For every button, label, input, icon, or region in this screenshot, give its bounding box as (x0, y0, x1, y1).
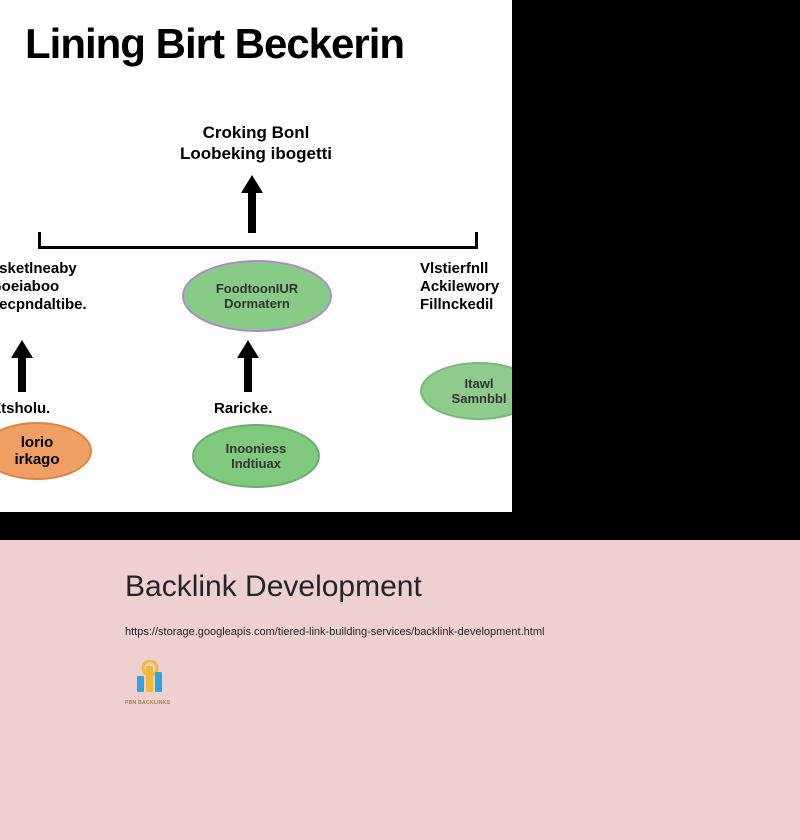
page-title: Backlink Development (125, 570, 675, 604)
page-url: https://storage.googleapis.com/tiered-li… (125, 626, 675, 638)
diagram-title: Lining Birt Beckerin (25, 20, 404, 68)
text-line: Vlstierfnll (420, 260, 488, 277)
diagram-subtitle: Croking Bonl Loobeking ibogetti (0, 122, 512, 165)
text-line: lorio (21, 434, 54, 451)
text-line: Itawl (465, 376, 494, 391)
info-panel: Backlink Development https://storage.goo… (0, 540, 800, 840)
center-node: Inooniess Indtiuax (192, 424, 320, 488)
left-sub-label: Ztsholu. (0, 400, 50, 418)
left-tier-label: nsketlneaby Goeiaboo hecpndaltibe. (0, 260, 120, 314)
diagram-panel: Lining Birt Beckerin Croking Bonl Loobek… (0, 0, 512, 512)
diagram-subtitle-line1: Croking Bonl (203, 123, 310, 142)
page-root: Lining Birt Beckerin Croking Bonl Loobek… (0, 0, 800, 840)
right-tier-label: Vlstierfnll Ackilewory Fillnckedil (420, 260, 512, 314)
text-line: nsketlneaby (0, 260, 77, 277)
text-line: FoodtoonIUR (216, 281, 298, 296)
diagram-subtitle-line2: Loobeking ibogetti (180, 144, 332, 163)
text-line: Goeiaboo (0, 278, 59, 295)
brand-logo: PBN BACKLINKS (125, 660, 173, 700)
text-line: Samnbbl (452, 391, 507, 406)
text-line: irkago (14, 451, 59, 468)
text-line: Indtiuax (231, 456, 281, 471)
center-tier-node: FoodtoonIUR Dormatern (182, 260, 332, 332)
text-line: Fillnckedil (420, 296, 493, 313)
bar-chart-icon (125, 660, 173, 694)
left-node: lorio irkago (0, 422, 92, 480)
connector-tick-right (475, 232, 478, 246)
center-sub-label: Raricke. (214, 400, 272, 418)
arrow-up-icon (245, 175, 259, 233)
connector-bar (38, 246, 478, 249)
right-node: Itawl Samnbbl (420, 362, 512, 420)
connector-tick-left (38, 232, 41, 246)
text-line: Ackilewory (420, 278, 499, 295)
arrow-up-icon (15, 340, 29, 392)
arrow-up-icon (241, 340, 255, 392)
flowchart-diagram: Lining Birt Beckerin Croking Bonl Loobek… (0, 0, 512, 512)
text-line: hecpndaltibe. (0, 296, 87, 313)
text-line: Inooniess (226, 441, 287, 456)
brand-logo-caption: PBN BACKLINKS (125, 700, 173, 706)
text-line: Dormatern (224, 296, 290, 311)
